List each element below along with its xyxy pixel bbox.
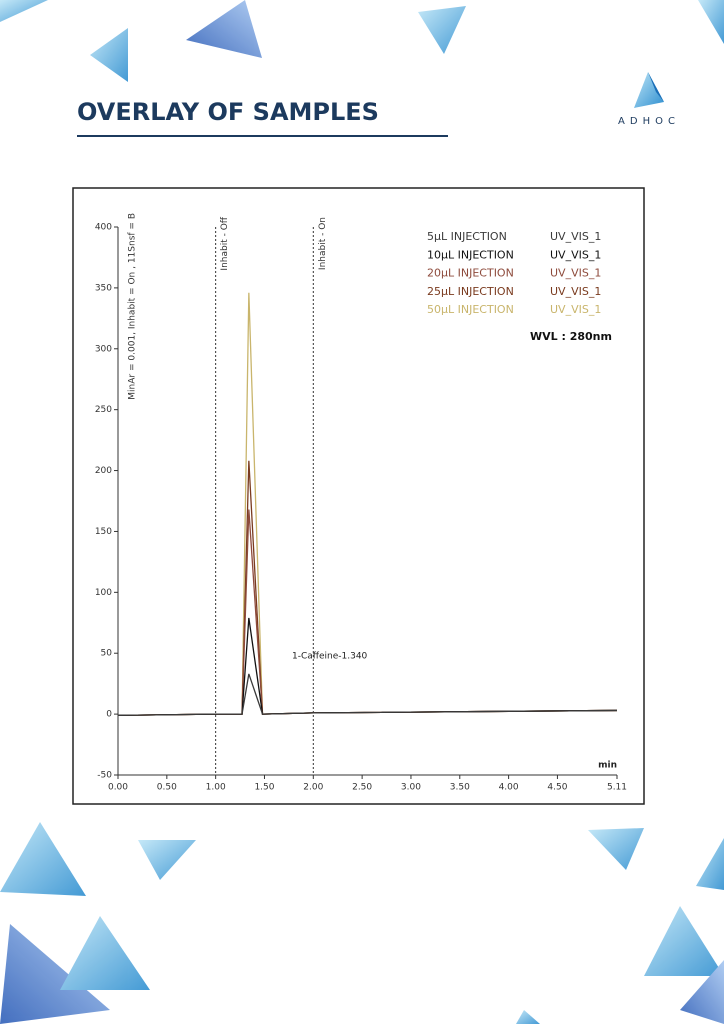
event-label: Inhabit - Off (220, 216, 230, 270)
event-label: Inhabit - On (318, 217, 328, 270)
y-tick-label: 250 (95, 405, 112, 415)
x-tick-label: 4.50 (547, 783, 567, 793)
triangle (696, 838, 724, 890)
legend-name: 25µL INJECTION (427, 285, 514, 298)
x-tick-label: 5.11 (607, 783, 627, 793)
legend-channel: UV_VIS_1 (550, 285, 601, 298)
y-tick-label: 100 (95, 588, 112, 598)
peak-label: 1-Caffeine-1.340 (292, 652, 368, 662)
x-tick-label: 1.50 (254, 783, 274, 793)
triangle (418, 6, 466, 54)
legend-channel: UV_VIS_1 (550, 230, 601, 243)
series-line (117, 673, 618, 716)
legend-name: 10µL INJECTION (427, 248, 514, 261)
triangle (644, 906, 724, 976)
x-tick-label: 3.50 (450, 783, 470, 793)
triangle (90, 28, 128, 82)
y-tick-label: 350 (95, 283, 112, 293)
y-tick-label: 50 (101, 649, 113, 659)
legend-channel: UV_VIS_1 (550, 267, 601, 280)
x-tick-label: 0.00 (108, 783, 128, 793)
y-tick-label: 200 (95, 466, 112, 476)
triangle (186, 0, 262, 58)
chart: -50 0 50 100 150 200 250 300 350 400 0.00 0.50 1.00 1… (95, 213, 627, 793)
triangle (680, 960, 724, 1024)
logo-icon (648, 72, 664, 102)
triangle (0, 924, 110, 1024)
y-tick-label: 150 (95, 527, 112, 537)
x-tick-label: 2.50 (352, 783, 372, 793)
legend-channel: UV_VIS_1 (550, 248, 601, 261)
x-tick-label: 3.00 (401, 783, 421, 793)
triangle (138, 840, 196, 880)
logo-text: ADHOC (618, 116, 680, 127)
legend-name: 5µL INJECTION (427, 230, 507, 243)
triangle (60, 916, 150, 990)
chart-frame (72, 187, 645, 805)
x-tick-label: 4.00 (499, 783, 519, 793)
page-title: OVERLAY OF SAMPLES (77, 98, 379, 126)
triangle (588, 828, 644, 870)
triangle (0, 822, 86, 896)
triangle (0, 0, 48, 22)
x-tick-label: 1.00 (206, 783, 226, 793)
triangle (516, 1010, 540, 1024)
legend-name: 50µL INJECTION (427, 303, 514, 316)
x-tick-label: 0.50 (157, 783, 177, 793)
parameters: MinAr = 0.001, Inhabit = On , 11Snsf = B (128, 213, 138, 400)
triangle (698, 0, 724, 44)
x-axis-label: min (598, 761, 617, 771)
wavelength: WVL : 280nm (530, 330, 612, 343)
logo: ADHOC (618, 72, 680, 127)
y-tick-label: 400 (95, 223, 112, 233)
legend-name: 20µL INJECTION (427, 267, 514, 280)
legend-channel: UV_VIS_1 (550, 303, 601, 316)
logo-icon (634, 72, 664, 108)
y-tick-label: -50 (97, 771, 112, 781)
x-tick-label: 2.00 (303, 783, 323, 793)
y-tick-label: 0 (106, 710, 112, 720)
y-tick-label: 300 (95, 344, 112, 354)
